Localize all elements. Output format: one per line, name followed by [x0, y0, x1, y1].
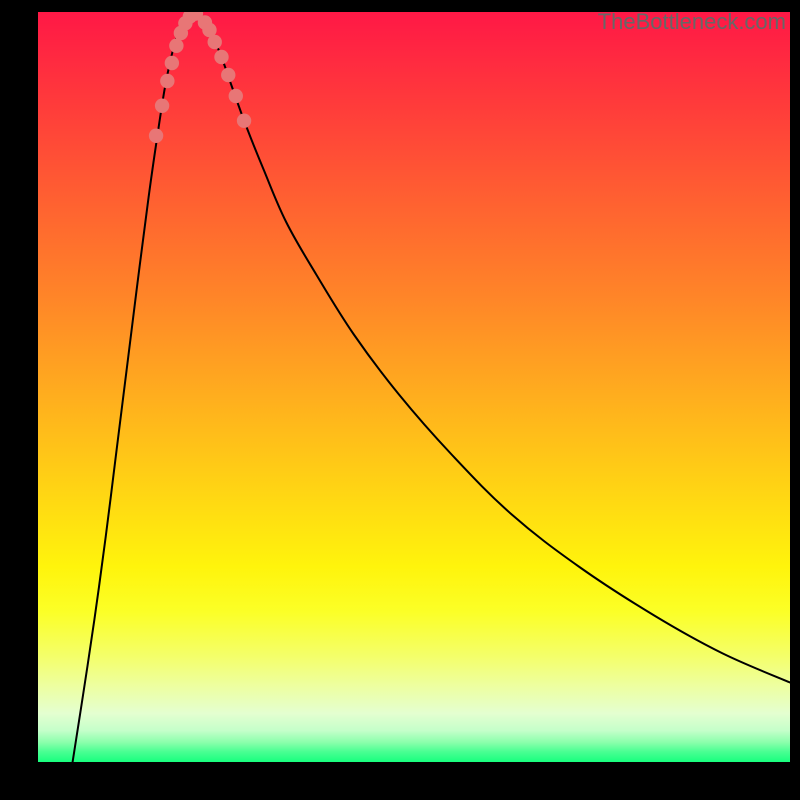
watermark-text: TheBottleneck.com [598, 9, 786, 35]
plot-area [38, 12, 790, 762]
gradient-background [38, 12, 790, 762]
data-marker [165, 56, 179, 70]
data-marker [169, 39, 183, 53]
data-marker [214, 50, 228, 64]
chart-frame: TheBottleneck.com [0, 0, 800, 800]
data-marker [149, 129, 163, 143]
data-marker [160, 74, 174, 88]
data-marker [221, 68, 235, 82]
data-marker [208, 35, 222, 49]
chart-svg [38, 12, 790, 762]
data-marker [229, 89, 243, 103]
data-marker [237, 114, 251, 128]
data-marker [155, 99, 169, 113]
